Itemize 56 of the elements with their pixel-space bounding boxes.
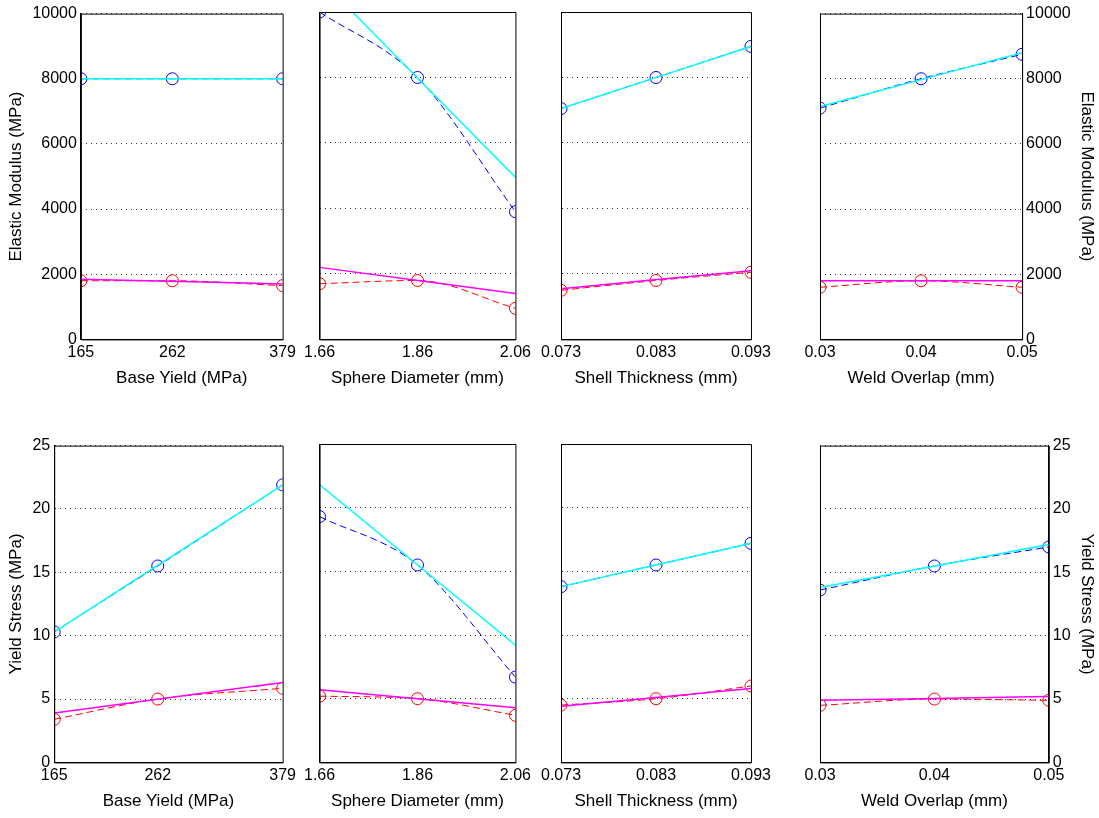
y-tick-label: 10: [32, 626, 51, 644]
y2-tick-label: 5: [1052, 689, 1062, 707]
x-tick-label: 2.06: [499, 766, 532, 784]
x-tick-label: 0.05: [1006, 343, 1038, 361]
x-tick-label: 1.86: [401, 766, 434, 784]
y-tick-label: 20: [32, 499, 51, 517]
y-axis-title: Elastic Modulus (MPa): [5, 91, 25, 262]
y-axis-title: Yield Stress (MPa): [5, 533, 25, 675]
y2-axis-title: Yield Stress (MPa): [1078, 533, 1098, 675]
x-tick-label: 379: [269, 766, 297, 784]
x-tick-label: 262: [144, 766, 172, 784]
x-tick-label: 1.66: [304, 766, 336, 784]
y-tick-label: 2000: [41, 264, 77, 282]
y-tick-label: 15: [32, 562, 51, 580]
x-tick-label: 1.86: [401, 343, 434, 361]
x-axis-title: Weld Overlap (mm): [860, 791, 1008, 811]
x-tick-label: 0.04: [905, 343, 937, 361]
x-tick-label: 0.093: [730, 766, 772, 784]
x-tick-label: 0.093: [730, 343, 772, 361]
x-tick-label: 165: [40, 766, 68, 784]
x-axis-title: Shell Thickness (mm): [574, 368, 738, 388]
y2-tick-label: 20: [1052, 499, 1071, 517]
x-axis-title: Base Yield (MPa): [102, 791, 235, 811]
x-tick-label: 379: [269, 343, 297, 361]
x-axis-title: Weld Overlap (mm): [847, 368, 995, 388]
x-axis-title: Sphere Diameter (mm): [331, 791, 504, 811]
y-tick-label: 4000: [41, 199, 77, 217]
y2-axis-title: Elastic Modulus (MPa): [1078, 91, 1098, 262]
y2-tick-label: 10000: [1026, 4, 1071, 22]
x-tick-label: 165: [67, 343, 95, 361]
y2-tick-label: 25: [1052, 436, 1071, 454]
x-tick-label: 0.083: [635, 343, 677, 361]
y2-tick-label: 8000: [1026, 69, 1062, 87]
y-tick-label: 8000: [41, 69, 77, 87]
y-tick-label: 10000: [32, 4, 77, 22]
x-tick-label: 0.04: [918, 766, 951, 784]
y2-tick-label: 6000: [1026, 134, 1062, 152]
x-tick-label: 2.06: [499, 343, 532, 361]
x-tick-label: 1.66: [304, 343, 336, 361]
y2-tick-label: 10: [1052, 626, 1071, 644]
y2-tick-label: 4000: [1026, 199, 1062, 217]
y-tick-label: 5: [41, 689, 51, 707]
x-tick-label: 0.05: [1033, 766, 1065, 784]
y-tick-label: 6000: [41, 134, 77, 152]
y2-tick-label: 2000: [1026, 264, 1062, 282]
y2-tick-label: 15: [1052, 562, 1071, 580]
x-tick-label: 0.03: [804, 766, 836, 784]
x-tick-label: 0.03: [804, 343, 836, 361]
x-axis-title: Sphere Diameter (mm): [331, 368, 504, 388]
x-axis-title: Shell Thickness (mm): [574, 791, 738, 811]
x-tick-label: 262: [158, 343, 186, 361]
x-tick-label: 0.073: [541, 343, 582, 361]
x-tick-label: 0.083: [635, 766, 677, 784]
y-tick-label: 25: [32, 436, 51, 454]
x-tick-label: 0.073: [541, 766, 582, 784]
x-axis-title: Base Yield (MPa): [116, 368, 248, 388]
